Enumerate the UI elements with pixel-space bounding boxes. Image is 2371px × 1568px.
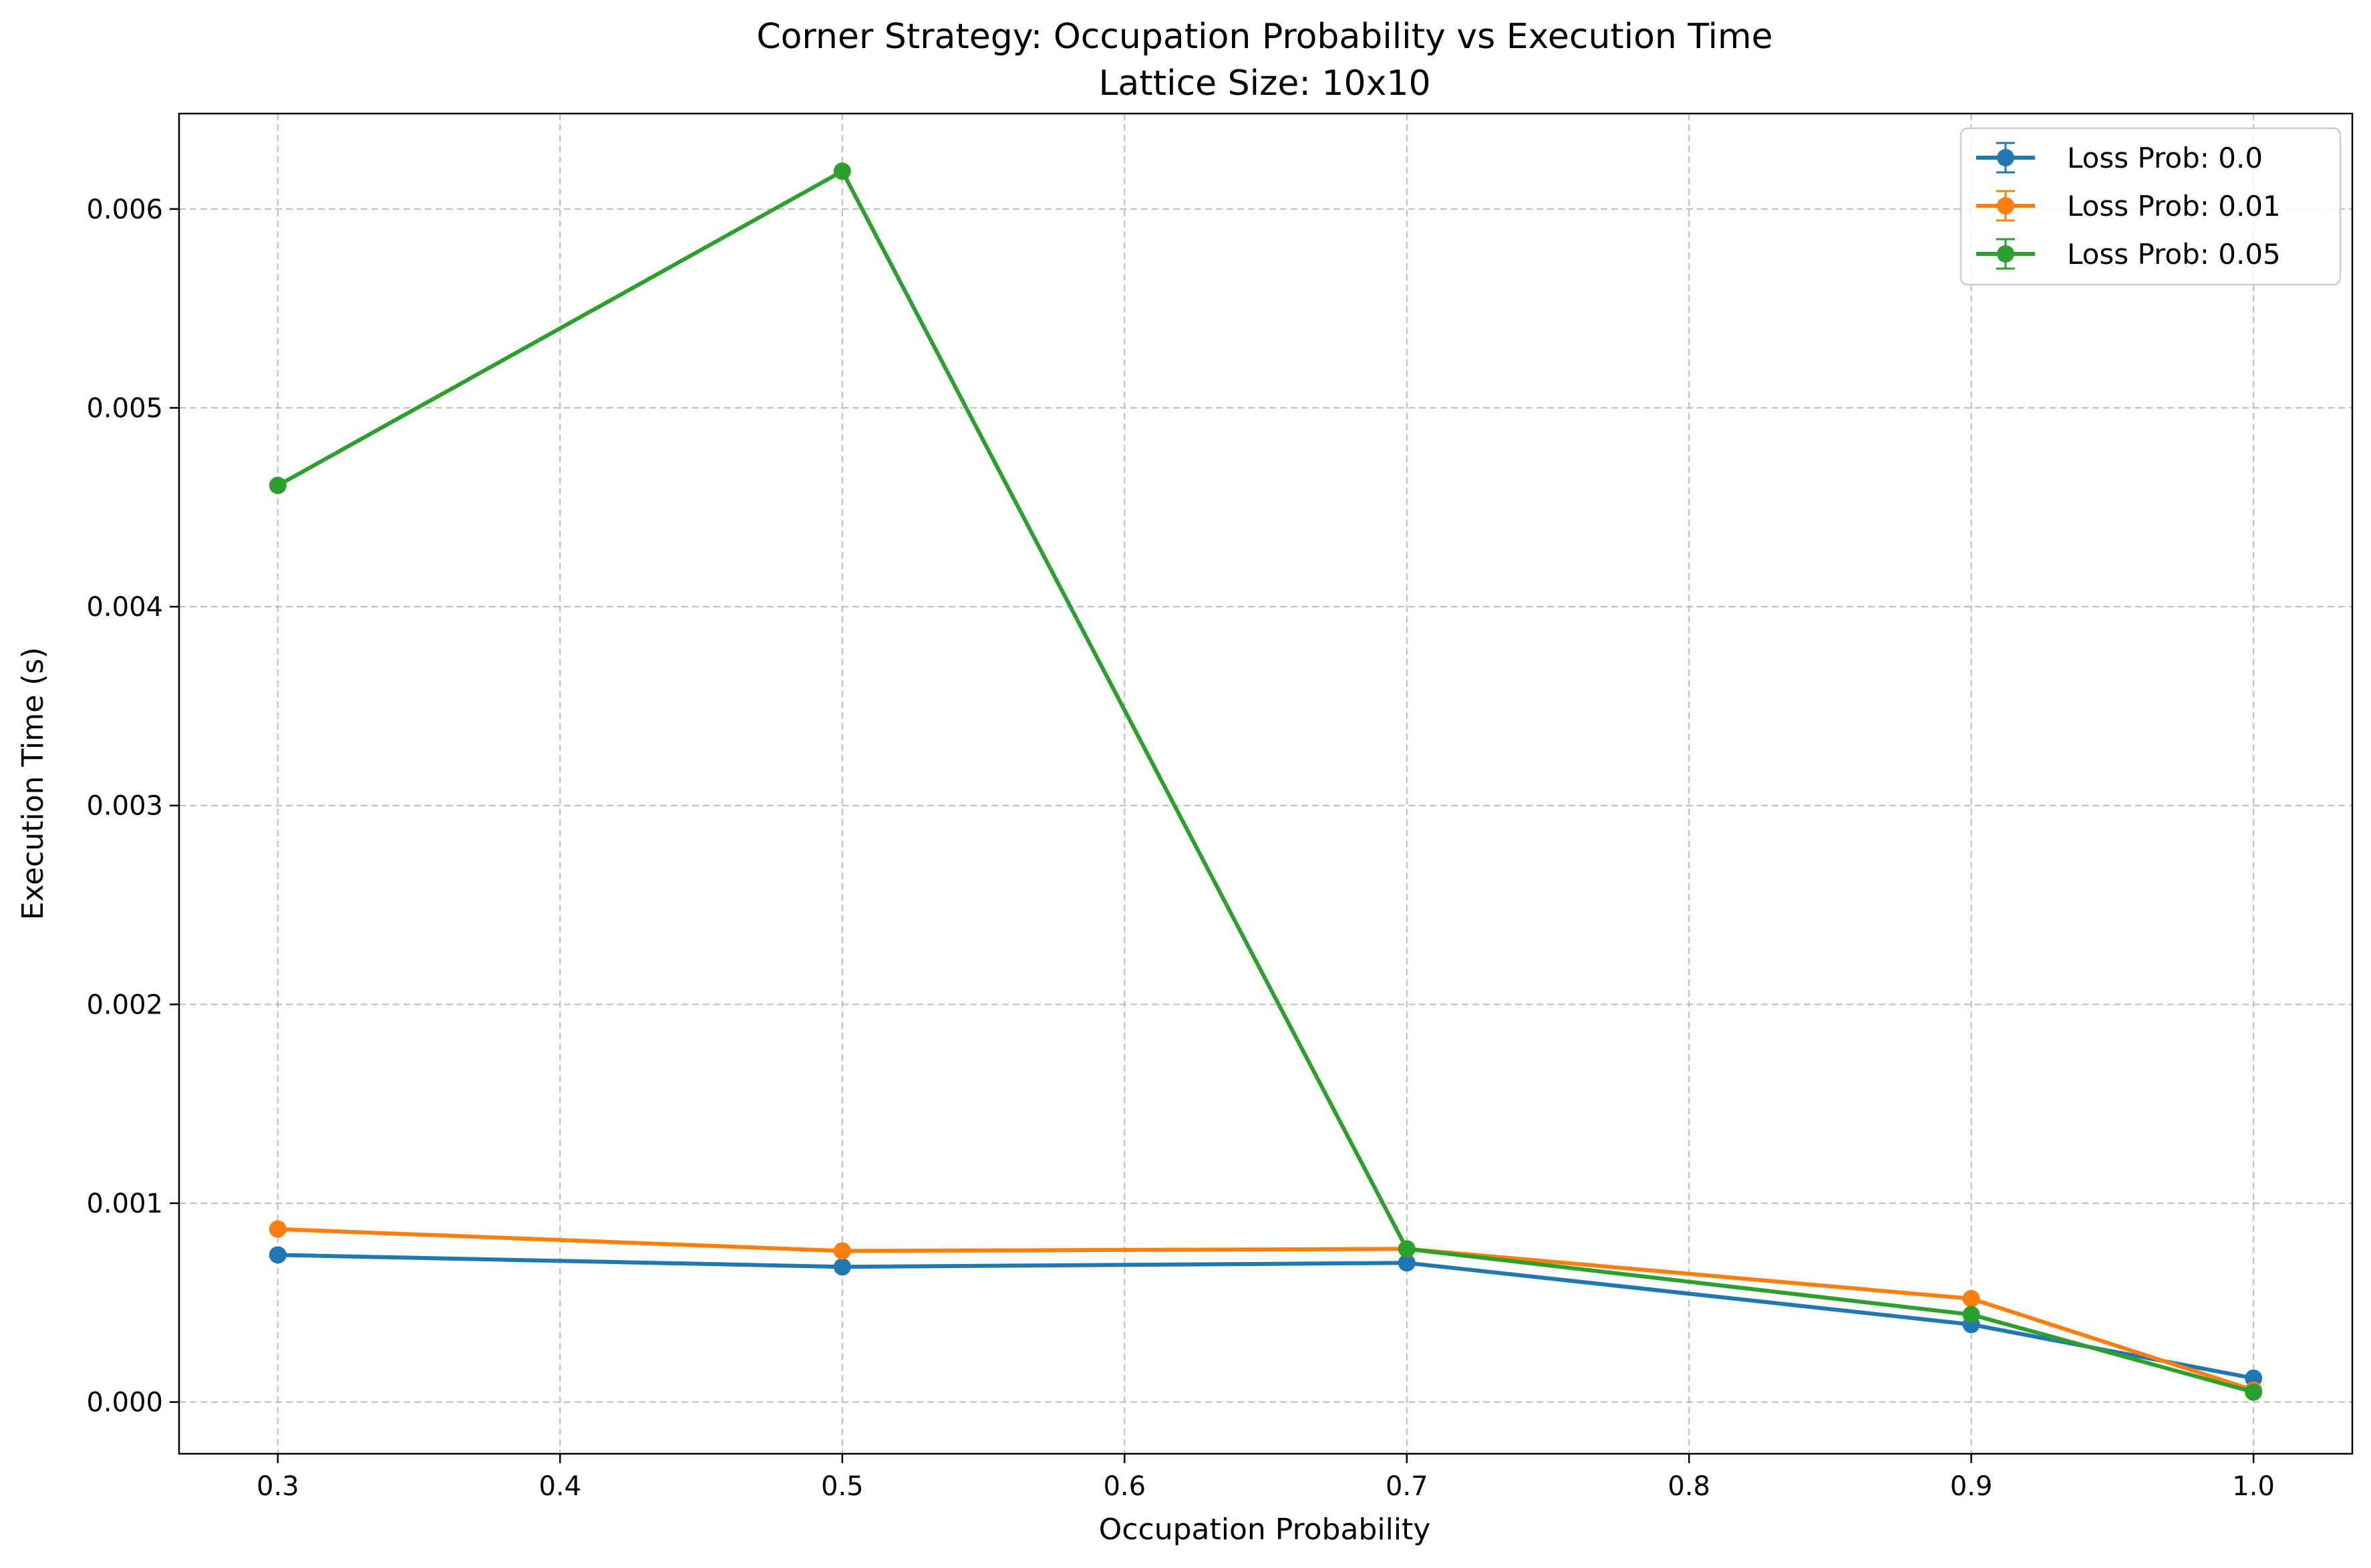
x-tick-label: 0.5 <box>821 1471 864 1502</box>
y-tick-label: 0.006 <box>86 194 163 225</box>
x-tick-label: 0.8 <box>1668 1471 1710 1502</box>
data-point <box>2245 1383 2263 1401</box>
legend-entry: Loss Prob: 0.01 <box>1976 190 2281 222</box>
data-point <box>1398 1240 1416 1258</box>
y-tick-label: 0.000 <box>86 1388 163 1418</box>
x-tick-label: 0.3 <box>257 1471 299 1502</box>
x-axis-ticks: 0.3 0.4 0.5 0.6 0.7 0.8 0.9 1.0 <box>257 1454 2275 1502</box>
data-point <box>269 476 287 494</box>
legend-marker <box>1997 149 2014 166</box>
plot-frame <box>178 112 2354 1455</box>
series-2 <box>269 162 2263 1401</box>
data-point <box>269 1220 287 1238</box>
data-point <box>1398 1254 1416 1272</box>
legend-label: Loss Prob: 0.01 <box>2067 190 2281 222</box>
y-tick-label: 0.005 <box>86 393 163 424</box>
series-lines <box>269 162 2263 1401</box>
y-axis-ticks: 0.000 0.001 0.002 0.003 0.004 0.005 0.006 <box>86 194 179 1418</box>
legend-label: Loss Prob: 0.0 <box>2067 142 2263 174</box>
y-tick-label: 0.004 <box>86 592 163 623</box>
x-tick-label: 0.7 <box>1386 1471 1428 1502</box>
y-tick-label: 0.001 <box>86 1189 163 1219</box>
legend: Loss Prob: 0.0 Loss Prob: 0.01 Loss Prob: … <box>1959 127 2342 286</box>
data-point <box>833 1258 851 1276</box>
legend-marker <box>1997 245 2014 263</box>
legend-entry: Loss Prob: 0.05 <box>1976 238 2281 271</box>
data-point <box>833 1242 851 1260</box>
x-tick-label: 0.9 <box>1950 1471 1993 1502</box>
x-tick-label: 1.0 <box>2232 1471 2275 1502</box>
x-tick-label: 0.6 <box>1103 1471 1146 1502</box>
data-point <box>1962 1289 1980 1307</box>
data-point <box>833 162 851 180</box>
legend-marker <box>1997 197 2014 214</box>
x-axis-label: Occupation Probability <box>1099 1513 1431 1547</box>
data-point <box>2245 1369 2263 1387</box>
x-tick-label: 0.4 <box>539 1471 582 1502</box>
legend-items: Loss Prob: 0.0 Loss Prob: 0.01 Loss Prob: … <box>1976 142 2281 271</box>
legend-label: Loss Prob: 0.05 <box>2067 238 2281 271</box>
legend-entry: Loss Prob: 0.0 <box>1976 142 2263 174</box>
chart-title: Corner Strategy: Occupation Probability … <box>756 17 1772 57</box>
data-point <box>1962 1305 1980 1323</box>
y-tick-label: 0.002 <box>86 989 163 1020</box>
y-axis-label: Execution Time (s) <box>16 647 50 921</box>
y-tick-label: 0.003 <box>86 791 163 822</box>
legend-box <box>1959 127 2342 286</box>
data-point <box>269 1246 287 1264</box>
chart-subtitle: Lattice Size: 10x10 <box>1098 63 1430 104</box>
